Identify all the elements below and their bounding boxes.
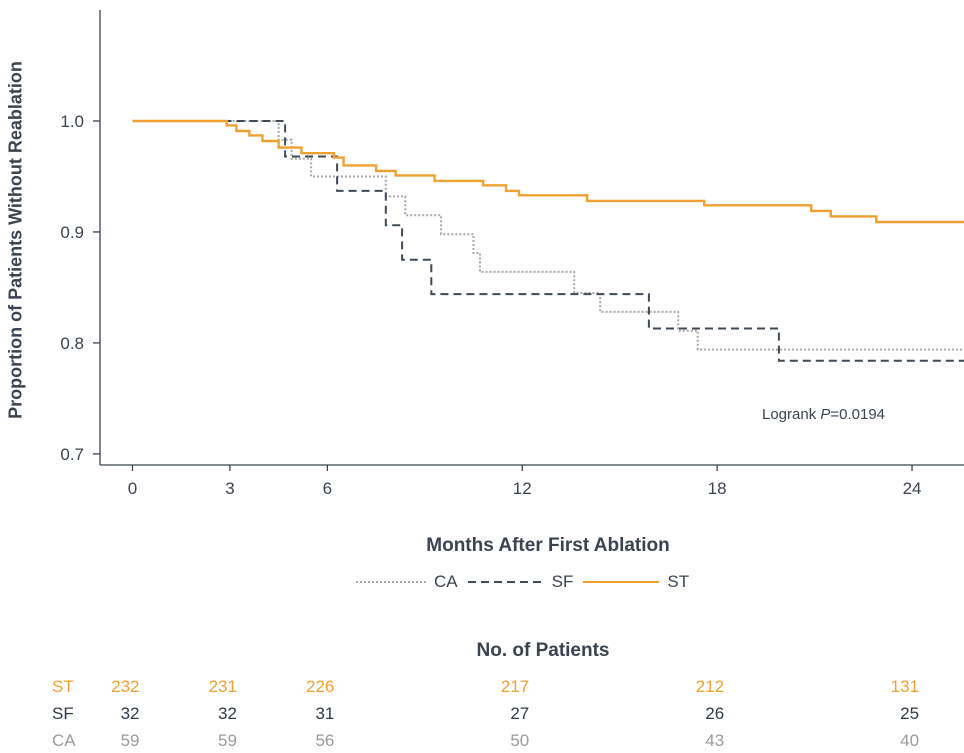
risk-row-st: ST 232 231 226 217 212 131: [0, 677, 964, 699]
x-tick-label: 18: [708, 479, 727, 498]
risk-count: 59: [121, 731, 140, 751]
risk-count: 50: [510, 731, 529, 751]
legend-item-sf: SF: [468, 572, 574, 592]
risk-count: 43: [705, 731, 724, 751]
y-tick-label: 1.0: [60, 112, 84, 131]
x-axis-label: Months After First Ablation: [426, 535, 669, 557]
y-tick-label: 0.9: [60, 223, 84, 242]
logrank-p: P: [820, 406, 830, 423]
risk-row-label: ST: [52, 677, 74, 697]
x-tick-label: 6: [323, 479, 332, 498]
x-tick-label: 0: [128, 479, 137, 498]
series-line-sf: [133, 121, 964, 361]
risk-count: 27: [510, 704, 529, 724]
risk-count: 31: [315, 704, 334, 724]
risk-row-label: CA: [52, 731, 76, 751]
risk-count: 231: [209, 677, 237, 697]
series-line-ca: [133, 121, 964, 350]
y-tick-label: 0.8: [60, 334, 84, 353]
legend-label-sf: SF: [552, 572, 574, 592]
y-axis-label: Proportion of Patients Without Reablatio…: [6, 61, 27, 419]
legend-swatch-sf: [468, 577, 544, 587]
risk-count: 232: [111, 677, 139, 697]
chart-legend: CA SF ST: [356, 570, 699, 594]
y-tick-label: 0.7: [60, 445, 84, 464]
risk-count: 40: [900, 731, 919, 751]
risk-row-sf: SF 32 32 31 27 26 25: [0, 704, 964, 726]
risk-count: 25: [900, 704, 919, 724]
series-line-st: [133, 121, 964, 222]
risk-count: 59: [218, 731, 237, 751]
risk-count: 26: [705, 704, 724, 724]
risk-table-title: No. of Patients: [476, 640, 609, 662]
risk-row-ca: CA 59 59 56 50 43 40: [0, 731, 964, 753]
risk-count: 217: [501, 677, 529, 697]
x-tick-label: 12: [513, 479, 532, 498]
chart-series-layer: [133, 121, 964, 361]
legend-swatch-st: [583, 577, 659, 587]
risk-count: 226: [306, 677, 334, 697]
risk-count: 32: [218, 704, 237, 724]
risk-row-label: SF: [52, 704, 74, 724]
legend-item-ca: CA: [356, 572, 458, 592]
risk-count: 131: [891, 677, 919, 697]
logrank-annotation: Logrank P=0.0194: [762, 406, 885, 423]
x-tick-label: 24: [903, 479, 922, 498]
legend-swatch-ca: [356, 577, 426, 587]
risk-count: 212: [696, 677, 724, 697]
x-tick-label: 3: [225, 479, 234, 498]
risk-count: 56: [315, 731, 334, 751]
chart-plot: 0.7 0.8 0.9 1.0 0 3 6 12 18 24: [0, 0, 964, 540]
risk-count: 32: [121, 704, 140, 724]
chart-axes: 0.7 0.8 0.9 1.0 0 3 6 12 18 24: [60, 10, 964, 498]
legend-label-ca: CA: [434, 572, 458, 592]
legend-item-st: ST: [583, 572, 689, 592]
logrank-value: =0.0194: [830, 406, 885, 423]
legend-label-st: ST: [667, 572, 689, 592]
logrank-prefix: Logrank: [762, 406, 820, 423]
